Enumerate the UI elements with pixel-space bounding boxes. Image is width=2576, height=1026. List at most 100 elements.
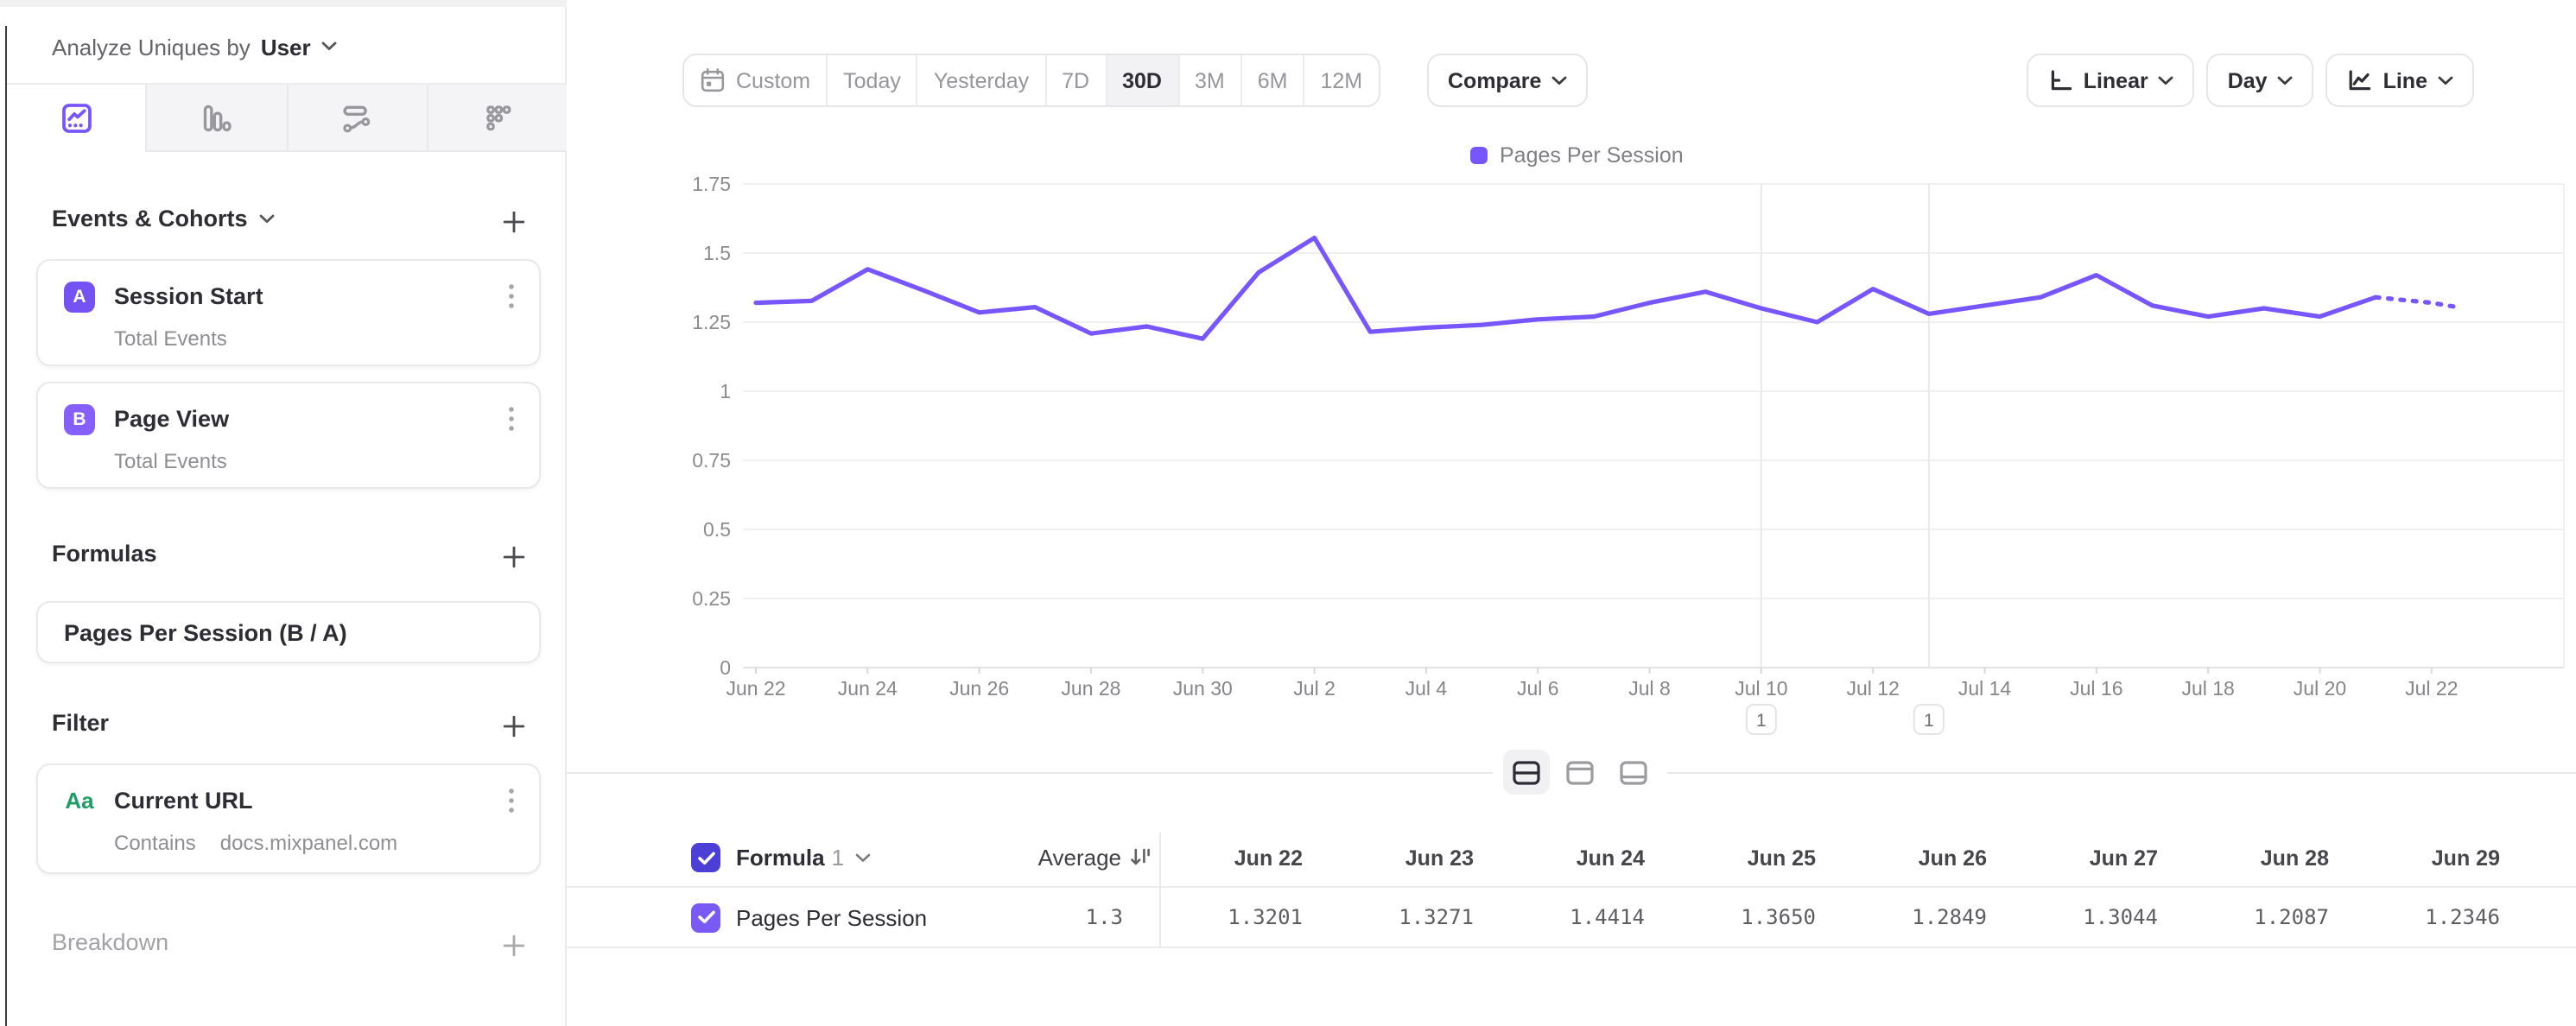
series-line-pages-per-session[interactable] bbox=[753, 235, 2378, 341]
tab-insights[interactable] bbox=[7, 85, 146, 152]
formula-expression: Pages Per Session (B / A) bbox=[64, 619, 347, 645]
range-6m[interactable]: 6M bbox=[1240, 55, 1304, 105]
tab-retention[interactable] bbox=[426, 85, 567, 152]
chart-focus-view-button[interactable] bbox=[1557, 750, 1603, 795]
breakdown-heading: Breakdown bbox=[52, 929, 168, 955]
filter-heading: Filter bbox=[52, 710, 109, 736]
events-cohorts-heading[interactable]: Events & Cohorts bbox=[52, 206, 276, 231]
chevron-down-icon bbox=[260, 213, 275, 223]
add-breakdown-button[interactable] bbox=[496, 928, 530, 962]
chevron-down-icon bbox=[2159, 75, 2174, 85]
series-name[interactable]: Pages Per Session bbox=[736, 904, 928, 930]
retention-grid-icon bbox=[487, 104, 512, 130]
report-panel: Custom Today Yesterday 7D 30D 3M 6M 12M Compare… bbox=[567, 0, 2576, 1026]
interval-selector-button[interactable]: Day bbox=[2206, 54, 2314, 107]
event-card-page-view[interactable]: B Page View Total Events bbox=[36, 382, 541, 489]
x-axis-label: Jul 14 bbox=[1958, 677, 2012, 700]
range-label: 6M bbox=[1257, 68, 1288, 92]
y-axis-label: 1 bbox=[720, 380, 731, 402]
interval-label: Day bbox=[2227, 68, 2268, 92]
analyze-value: User bbox=[260, 34, 311, 60]
chevron-down-icon bbox=[321, 41, 337, 51]
series-checkbox[interactable] bbox=[691, 902, 720, 932]
table-cell-value: 1.3201 bbox=[1228, 905, 1303, 929]
series-group-label[interactable]: Formula bbox=[736, 845, 825, 871]
event-name[interactable]: Session Start bbox=[114, 283, 263, 309]
table-date-headers: Jun 22 Jun 23 Jun 24 Jun 25 Jun 26 Jun 27 Jun … bbox=[1159, 829, 2528, 888]
split-view-icon bbox=[1513, 760, 1540, 784]
average-sort-control[interactable]: Average bbox=[1038, 845, 1159, 871]
table-date-header: Jun 29 bbox=[2431, 846, 2500, 871]
range-today[interactable]: Today bbox=[826, 55, 917, 105]
chart-display-controls: Linear Day Line bbox=[2026, 54, 2474, 107]
chevron-down-icon bbox=[2278, 75, 2293, 85]
kebab-icon bbox=[509, 407, 514, 431]
annotation-badge[interactable] bbox=[1745, 704, 1777, 735]
table-average-divider bbox=[1159, 833, 1161, 947]
tab-funnels[interactable] bbox=[145, 85, 286, 152]
x-axis-label: Jun 22 bbox=[726, 677, 785, 700]
event-badge-b: B bbox=[64, 403, 95, 434]
compare-button[interactable]: Compare bbox=[1427, 54, 1589, 107]
x-axis-label: Jun 24 bbox=[838, 677, 898, 700]
event-menu-button[interactable] bbox=[504, 402, 518, 435]
range-7d[interactable]: 7D bbox=[1044, 55, 1105, 105]
kebab-icon bbox=[509, 284, 514, 308]
x-axis-label: Jun 28 bbox=[1061, 677, 1120, 700]
annotation-badge-count: 1 bbox=[1756, 711, 1767, 731]
select-all-checkbox[interactable] bbox=[691, 843, 720, 872]
chevron-down-icon bbox=[854, 852, 870, 861]
kebab-icon bbox=[509, 788, 514, 813]
report-type-tabs bbox=[7, 85, 567, 152]
x-axis-label: Jun 30 bbox=[1173, 677, 1233, 700]
x-axis-label: Jul 20 bbox=[2294, 677, 2346, 700]
annotation-badge[interactable] bbox=[1913, 704, 1945, 735]
range-30d[interactable]: 30D bbox=[1105, 55, 1177, 105]
event-measurement[interactable]: Total Events bbox=[114, 449, 227, 473]
table-focus-view-button[interactable] bbox=[1610, 750, 1657, 795]
range-label: Yesterday bbox=[933, 68, 1030, 92]
filter-title: Filter bbox=[52, 710, 110, 736]
line-chart[interactable]: 0 0.25 0.5 0.75 1 1.25 1.5 1.75 Jun 22 Jun 24 Jun … bbox=[567, 0, 2576, 812]
events-cohorts-title: Events & Cohorts bbox=[52, 206, 248, 231]
analyze-label: Analyze Uniques by bbox=[52, 34, 251, 60]
sort-icon bbox=[1131, 848, 1150, 865]
range-3m[interactable]: 3M bbox=[1177, 55, 1240, 105]
range-yesterday[interactable]: Yesterday bbox=[916, 55, 1044, 105]
formula-card[interactable]: Pages Per Session (B / A) bbox=[36, 601, 541, 663]
chart-legend[interactable]: Pages Per Session bbox=[1470, 143, 1684, 168]
table-date-header: Jun 22 bbox=[1234, 846, 1303, 871]
add-filter-button[interactable] bbox=[496, 708, 530, 743]
table-focus-view-icon bbox=[1620, 760, 1647, 784]
event-badge-a: A bbox=[64, 281, 95, 312]
table-date-header: Jun 28 bbox=[2260, 846, 2329, 871]
string-property-icon: Aa bbox=[65, 788, 94, 814]
scale-label: Linear bbox=[2083, 68, 2148, 92]
split-view-button[interactable] bbox=[1503, 750, 1550, 795]
range-12m[interactable]: 12M bbox=[1303, 55, 1379, 105]
filter-property-name[interactable]: Current URL bbox=[114, 788, 253, 814]
filter-menu-button[interactable] bbox=[504, 784, 518, 817]
range-custom[interactable]: Custom bbox=[684, 55, 826, 105]
event-measurement[interactable]: Total Events bbox=[114, 326, 227, 351]
table-cell-value: 1.2346 bbox=[2425, 905, 2500, 929]
event-card-session-start[interactable]: A Session Start Total Events bbox=[36, 259, 541, 366]
filter-operator[interactable]: Contains bbox=[114, 831, 196, 855]
add-formula-button[interactable] bbox=[496, 539, 530, 573]
analyze-uniques-dropdown[interactable]: Analyze Uniques by User bbox=[52, 29, 337, 64]
tab-flows[interactable] bbox=[286, 85, 427, 152]
table-cell-value: 1.2849 bbox=[1912, 905, 1987, 929]
scale-selector-button[interactable]: Linear bbox=[2026, 54, 2195, 107]
table-date-header: Jun 23 bbox=[1405, 846, 1474, 871]
breakdown-title: Breakdown bbox=[52, 929, 169, 955]
chart-type-selector-button[interactable]: Line bbox=[2325, 54, 2474, 107]
sidebar-header-divider bbox=[7, 83, 567, 85]
event-name[interactable]: Page View bbox=[114, 406, 230, 432]
filter-card-current-url[interactable]: Aa Current URL Contains docs.mixpanel.co… bbox=[36, 763, 541, 874]
event-menu-button[interactable] bbox=[504, 280, 518, 313]
series-line-incomplete-tail bbox=[2373, 294, 2457, 309]
add-event-button[interactable] bbox=[496, 204, 530, 238]
view-layout-toggles bbox=[1493, 744, 1667, 800]
chevron-down-icon bbox=[2438, 75, 2453, 85]
filter-value[interactable]: docs.mixpanel.com bbox=[219, 831, 398, 855]
